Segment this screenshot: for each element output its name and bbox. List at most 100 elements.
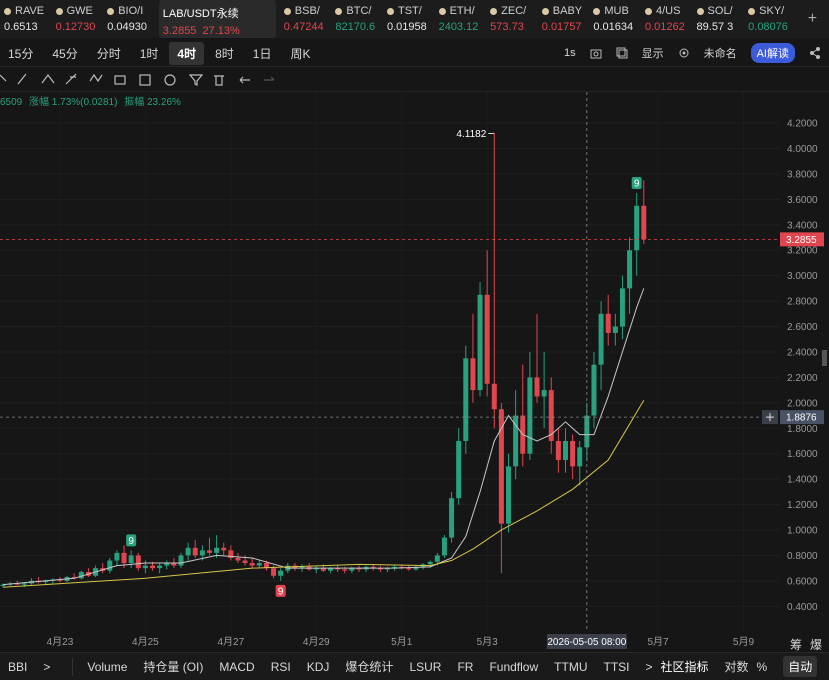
- ticker-price: 0.01958: [386, 21, 427, 33]
- indicator[interactable]: Volume: [87, 659, 128, 674]
- ticker[interactable]: ZEC/573.73: [486, 0, 538, 38]
- ticker[interactable]: SOL/89.57 3: [693, 0, 745, 38]
- candle-body: [406, 568, 412, 570]
- ticker[interactable]: BIO/I 0.04930: [103, 0, 155, 38]
- log[interactable]: 对数: [724, 660, 749, 674]
- ticker-symbol: BIO/I: [118, 5, 144, 17]
- indicator[interactable]: RSI: [270, 659, 291, 674]
- interval[interactable]: 分时: [96, 46, 121, 61]
- ticker-price: 0.01757: [541, 21, 582, 33]
- ticker-bar: RAVE 0.6513 GWE 0.12730 BIO/I 0.04930 LAB/USDT…: [0, 0, 829, 38]
- ai-button[interactable]: AI解读: [750, 43, 795, 63]
- candle-body: [128, 555, 134, 564]
- ticker-price-row: 0.47244: [284, 21, 332, 33]
- display[interactable]: 显示: [641, 48, 664, 60]
- ticker[interactable]: TST/0.01958: [383, 0, 435, 38]
- indicator[interactable]: LSUR: [409, 659, 442, 674]
- ticker[interactable]: 4/US 0.01262: [641, 0, 693, 38]
- tool[interactable]: [0, 74, 7, 82]
- ticker-price: 573.73: [490, 21, 524, 33]
- tool[interactable]: [214, 75, 224, 86]
- candle-body: [271, 568, 277, 576]
- candle-body: [185, 547, 191, 556]
- ticker[interactable]: BSB/0.47244: [280, 0, 332, 38]
- tool[interactable]: [239, 76, 250, 84]
- ticker-symbol: RAVE: [15, 5, 45, 17]
- candle-body: [605, 313, 611, 333]
- y-tick-label: 2.4000: [787, 347, 818, 358]
- indicator[interactable]: 爆仓统计: [345, 660, 394, 674]
- ticker[interactable]: SKY/0.08076: [744, 0, 796, 38]
- candle-body: [135, 555, 141, 569]
- ticker-symbol: 4/US: [655, 5, 681, 17]
- ticker-price: 0.12730: [55, 21, 96, 33]
- indicator[interactable]: 持仓量 (OI): [143, 660, 204, 674]
- ticker[interactable]: GWE 0.12730: [52, 0, 104, 38]
- td-marker: [275, 584, 286, 597]
- ticker-price: 0.6513: [4, 21, 38, 33]
- candle-body: [584, 415, 590, 448]
- interval[interactable]: 4时: [169, 41, 205, 65]
- auto[interactable]: 自动: [783, 656, 818, 677]
- indicator[interactable]: TTMU: [554, 659, 588, 674]
- interval[interactable]: 周K: [290, 46, 311, 61]
- bottom-left[interactable]: BBI: [8, 659, 28, 674]
- layout[interactable]: 未命名: [703, 48, 737, 60]
- crosshair-plus: [766, 413, 774, 422]
- interval[interactable]: 1日: [252, 46, 272, 61]
- corner-item[interactable]: 筹: [790, 638, 803, 652]
- interval[interactable]: 45分: [52, 46, 78, 61]
- tool[interactable]: [139, 74, 151, 86]
- y-tick-label: 0.4000: [787, 602, 818, 613]
- camera-icon[interactable]: [590, 47, 602, 59]
- candle-body: [591, 364, 597, 416]
- bottom-left[interactable]: >: [43, 659, 51, 674]
- indicator[interactable]: FR: [457, 659, 474, 674]
- tool[interactable]: [65, 73, 77, 85]
- community[interactable]: 社区指标: [660, 660, 709, 674]
- candle-body: [370, 566, 376, 569]
- indicator[interactable]: MACD: [219, 659, 255, 674]
- settings-icon[interactable]: [678, 47, 690, 59]
- share-icon[interactable]: [809, 47, 821, 59]
- last-price-box: [780, 232, 824, 247]
- interval[interactable]: 1时: [139, 46, 159, 61]
- tool[interactable]: [114, 75, 126, 85]
- ticker-price-row: 0.04930: [107, 21, 155, 33]
- info-line: 6509 涨幅 1.73%(0.0281) 振幅 23.26%: [0, 93, 185, 108]
- ticker[interactable]: LAB/USDT永续 3.2855 27.13%: [158, 0, 276, 38]
- tool[interactable]: [89, 73, 103, 83]
- copy-icon[interactable]: [616, 47, 628, 59]
- interval[interactable]: 8时: [215, 46, 234, 61]
- interval[interactable]: 15分: [8, 46, 34, 61]
- last-price-label: 3.2855: [786, 235, 817, 246]
- more[interactable]: >: [645, 659, 653, 674]
- chart: 0.4000 0.6000 0.8000 1.0000 1.2000 1.4000 1.60…: [0, 92, 827, 649]
- ticker-price-row: 0.08076: [748, 21, 796, 33]
- candle-body: [43, 580, 49, 583]
- candle-body: [278, 570, 284, 576]
- add-tab[interactable]: +: [807, 10, 818, 27]
- indicator[interactable]: Fundflow: [489, 659, 539, 674]
- percent[interactable]: %: [756, 659, 768, 674]
- tool[interactable]: [188, 74, 204, 86]
- tool[interactable]: [164, 74, 176, 86]
- y-tick-label: 2.6000: [787, 322, 818, 333]
- speed[interactable]: 1s: [563, 47, 576, 59]
- ticker[interactable]: MUB 0.01634: [589, 0, 641, 38]
- ticker-symbol: SOL/: [707, 5, 733, 17]
- ticker[interactable]: BABY 0.01757: [538, 0, 590, 38]
- tool[interactable]: [41, 74, 55, 84]
- tool[interactable]: [17, 73, 27, 85]
- ticker-price: 0.01634: [593, 21, 634, 33]
- ticker[interactable]: ETH/2403.12: [435, 0, 487, 38]
- ticker[interactable]: BTC/82170.6: [331, 0, 383, 38]
- corner-item[interactable]: 爆: [810, 638, 823, 652]
- candle-body: [619, 288, 625, 327]
- indicator[interactable]: KDJ: [306, 659, 330, 674]
- candle-body: [142, 565, 148, 569]
- candle-body: [534, 377, 540, 397]
- ticker-price-row: 0.12730: [56, 21, 104, 33]
- indicator[interactable]: TTSI: [603, 659, 630, 674]
- ticker[interactable]: RAVE 0.6513: [0, 0, 52, 38]
